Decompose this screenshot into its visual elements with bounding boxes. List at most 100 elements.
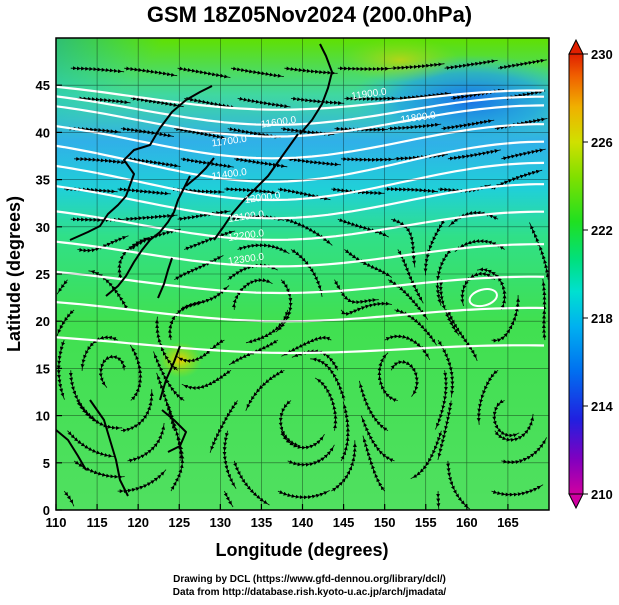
streamline <box>391 62 445 71</box>
streamline <box>223 490 234 508</box>
contour-closed <box>468 288 498 308</box>
x-tick-label: 145 <box>333 515 355 530</box>
streamline <box>174 126 228 140</box>
y-tick-label: 20 <box>36 314 50 329</box>
streamline <box>74 156 128 165</box>
streamline <box>176 339 225 363</box>
streamline <box>129 344 143 401</box>
streamline <box>337 66 392 72</box>
streamline <box>337 218 389 238</box>
contour-label: 12100.0 <box>227 209 265 225</box>
streamline <box>237 243 290 255</box>
y-tick-label: 40 <box>36 125 50 140</box>
streamline <box>73 460 125 479</box>
streamline <box>447 149 501 161</box>
y-tick-label: 25 <box>36 267 50 282</box>
streamline <box>387 122 442 131</box>
streamline <box>344 96 398 101</box>
colorbar-tick-label: 210 <box>591 487 613 502</box>
contour-label: 12200.0 <box>227 228 265 244</box>
contour-labels: 11900.0 11800.0 11700.0 11600.0 11400.0 12000… <box>211 86 437 267</box>
streamline <box>448 210 499 227</box>
streamline <box>340 301 392 316</box>
streamline <box>56 339 66 400</box>
streamline <box>180 285 230 311</box>
colorbar-min-arrow <box>568 493 584 510</box>
streamline <box>476 267 507 311</box>
streamline <box>441 119 495 131</box>
contour-label: 11900.0 <box>351 86 388 102</box>
streamline <box>498 58 547 70</box>
streamline <box>437 339 455 398</box>
streamline <box>341 156 395 162</box>
contour-line <box>56 240 544 268</box>
contour-line <box>56 95 544 126</box>
y-tick-label: 0 <box>43 503 50 518</box>
streamline <box>181 369 232 391</box>
streamline <box>120 389 154 433</box>
streamline <box>494 117 548 131</box>
streamline <box>56 309 75 337</box>
streamline <box>287 157 341 167</box>
streamline <box>184 230 236 251</box>
colorbar-tick-label: 230 <box>591 47 613 62</box>
y-tick-label: 10 <box>36 409 50 424</box>
streamline <box>77 235 129 253</box>
y-axis-label: Latitude (degrees) <box>4 196 24 352</box>
streamline <box>278 400 301 447</box>
streamline <box>124 66 178 77</box>
contour-label: 11600.0 <box>260 115 297 131</box>
chart-title: GSM 18Z05Nov2024 (200.0hPa) <box>146 2 473 27</box>
streamline <box>437 400 453 461</box>
credits: Drawing by DCL (https://www.gfd-dennou.o… <box>0 573 619 599</box>
x-tick-label: 165 <box>497 515 519 530</box>
x-tick-label: 135 <box>251 515 273 530</box>
streamline <box>397 91 452 101</box>
streamline <box>529 222 549 280</box>
streamline <box>284 66 338 75</box>
streamline <box>127 157 181 168</box>
y-axis: 0 5 10 15 20 25 30 35 40 45 <box>36 78 62 518</box>
x-axis-label: Longitude (degrees) <box>215 540 388 560</box>
streamline <box>70 66 125 74</box>
streamline <box>275 279 293 333</box>
colorbar-tick-label: 218 <box>591 311 613 326</box>
streamline <box>377 352 398 403</box>
streamline <box>284 217 333 246</box>
streamline <box>435 249 452 306</box>
y-tick-label: 30 <box>36 220 50 235</box>
streamline <box>117 187 171 196</box>
streamline <box>184 96 237 110</box>
streamline <box>384 187 439 194</box>
credits-line-2: Data from http://database.rish.kyoto-u.a… <box>172 587 447 598</box>
streamline <box>80 335 118 371</box>
streamline <box>231 278 273 310</box>
streamline <box>340 401 350 462</box>
streamline <box>277 490 330 500</box>
streamline <box>476 369 499 425</box>
streamline <box>344 249 393 278</box>
contour-label: 12000.0 <box>244 190 282 206</box>
contour-line <box>56 140 545 183</box>
streamline <box>130 96 184 108</box>
contour-line <box>56 270 545 295</box>
colorbar: 210 214 218 222 226 230 <box>568 38 613 510</box>
streamline <box>180 157 234 169</box>
streamline <box>359 380 389 432</box>
streamline <box>67 430 115 458</box>
streamline <box>174 255 224 281</box>
x-tick-label: 110 <box>46 515 67 530</box>
streamline <box>290 96 345 105</box>
streamline <box>230 66 284 78</box>
contour-line <box>56 210 544 241</box>
streamline <box>234 157 288 168</box>
y-tick-label: 35 <box>36 173 50 188</box>
streamline <box>331 440 357 492</box>
x-tick-label: 160 <box>456 515 478 530</box>
x-tick-label: 120 <box>127 515 149 530</box>
contour-label: 11800.0 <box>400 110 437 126</box>
contour-line <box>56 161 545 202</box>
streamline <box>491 295 521 343</box>
credits-line-1: Drawing by DCL (https://www.gfd-dennou.o… <box>173 574 446 585</box>
streamline <box>224 187 278 195</box>
